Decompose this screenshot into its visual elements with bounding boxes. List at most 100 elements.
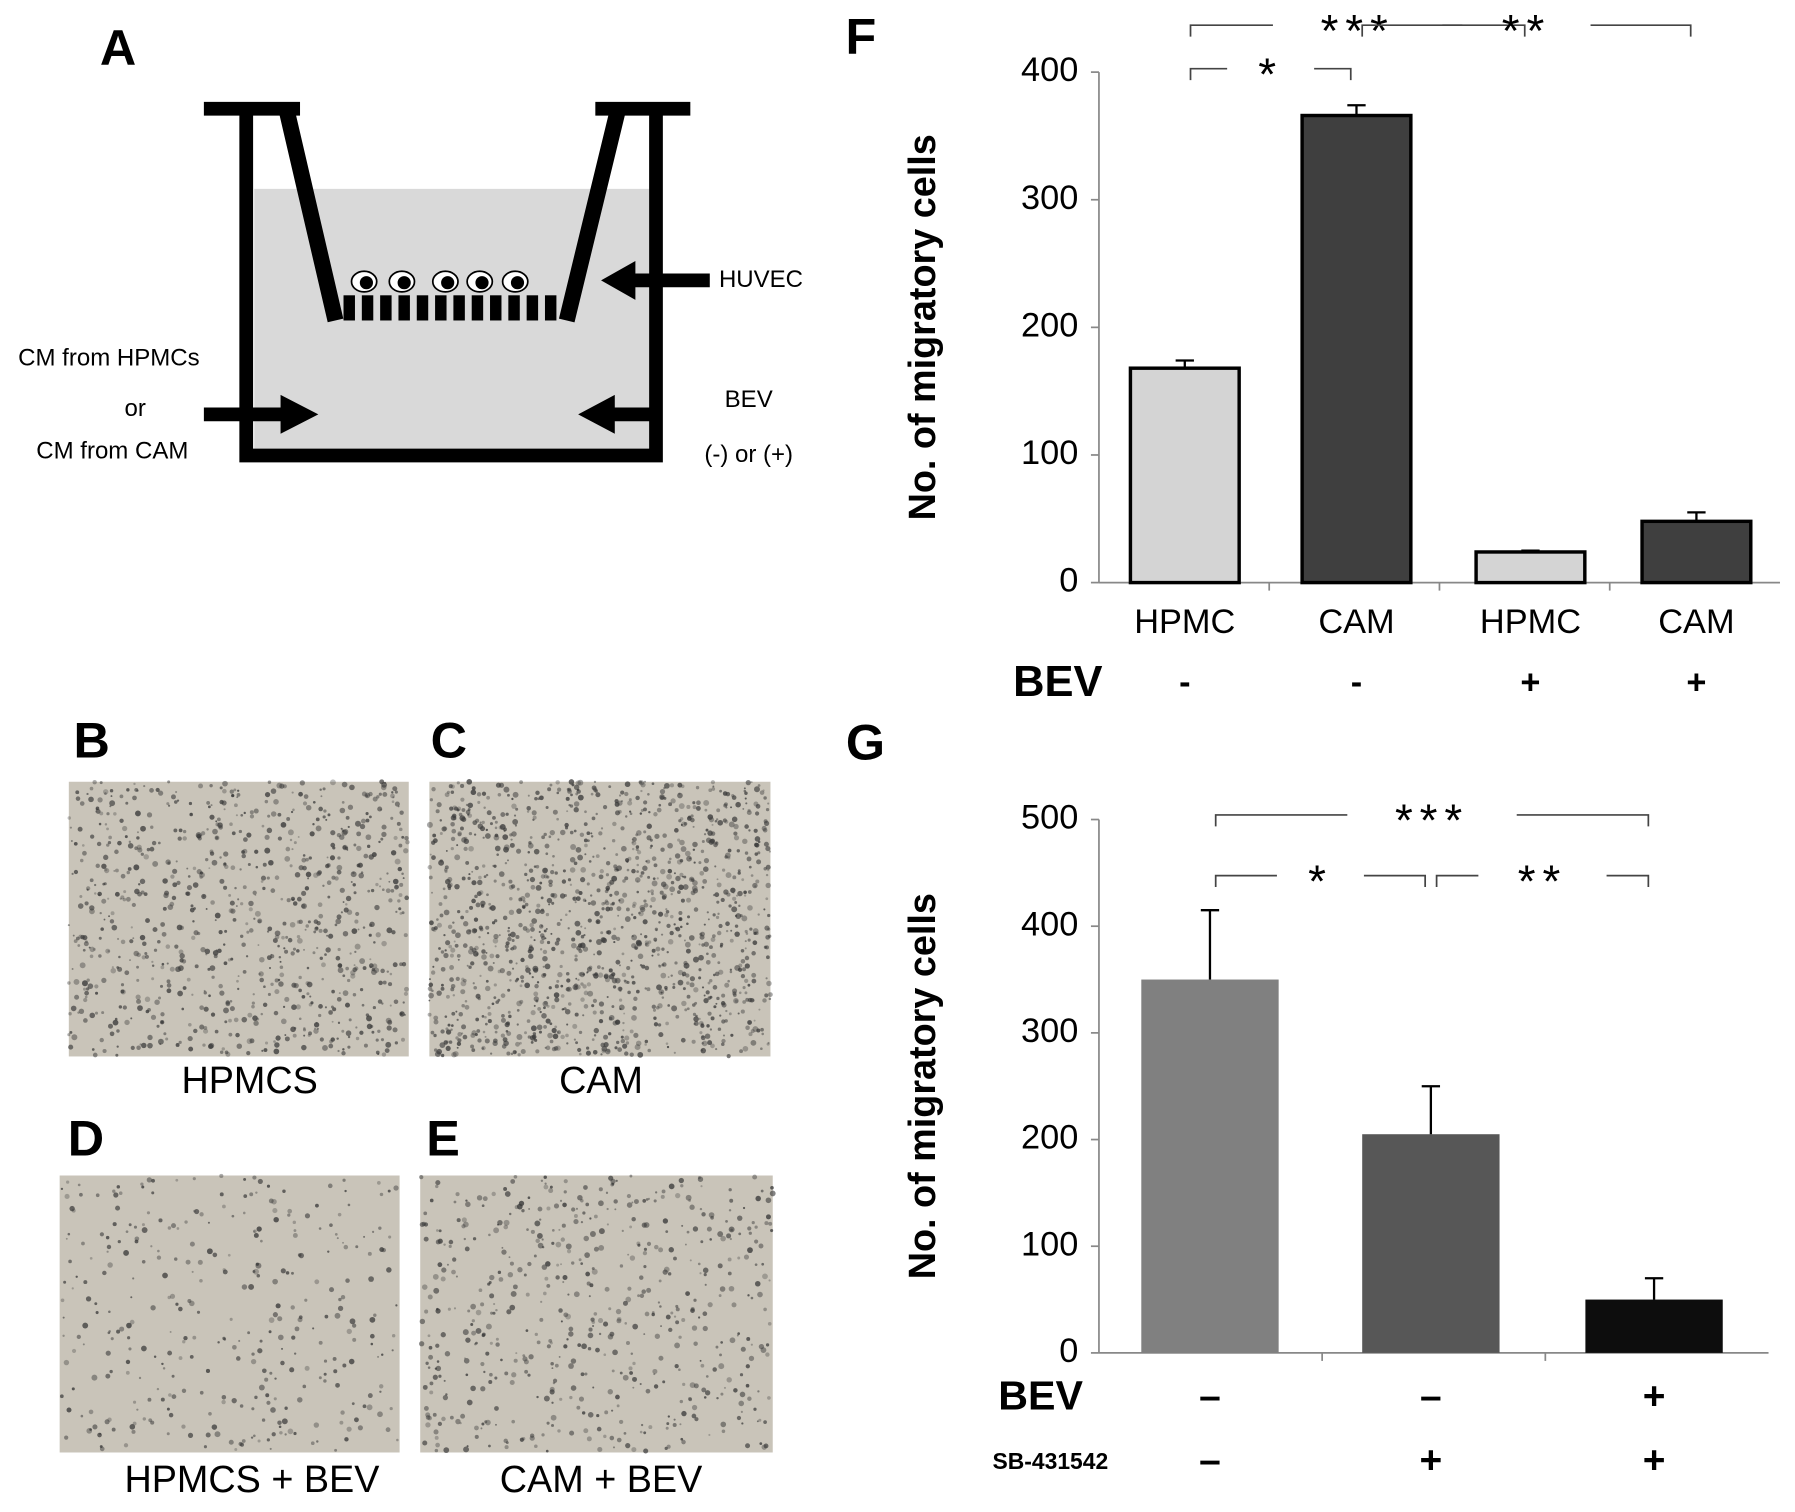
cell-speck <box>598 1228 605 1235</box>
cell-speck <box>644 942 650 947</box>
cell-speck <box>326 863 330 867</box>
cell-speck <box>741 878 745 882</box>
cell-speck <box>373 1313 377 1317</box>
cell-speck <box>639 906 646 913</box>
cell-speck <box>508 879 513 884</box>
cell-speck <box>472 820 478 826</box>
cell-speck <box>337 947 341 952</box>
cell-speck <box>640 933 643 936</box>
cell-speck <box>290 896 296 902</box>
cell-speck <box>698 861 702 865</box>
cell-speck <box>725 921 730 927</box>
cell-speck <box>436 918 439 921</box>
cell-speck <box>754 1280 761 1287</box>
cell-speck <box>537 1007 542 1011</box>
cell-speck <box>573 1218 579 1225</box>
cell-speck <box>653 1384 659 1389</box>
cell-speck <box>271 1199 277 1205</box>
cell-speck <box>710 831 716 836</box>
cell-speck <box>505 1029 509 1033</box>
cell-speck <box>751 978 757 984</box>
cell-speck <box>545 852 549 856</box>
cell-speck <box>648 810 651 814</box>
cell-speck <box>659 1305 662 1308</box>
cell-speck <box>471 898 476 904</box>
cell-speck <box>320 795 323 798</box>
cell-speck <box>439 913 444 918</box>
cell-speck <box>670 974 673 977</box>
cell-speck <box>549 1039 554 1044</box>
cell-speck <box>591 1038 595 1041</box>
cell-speck <box>729 938 734 943</box>
cell-speck <box>519 780 523 785</box>
cell-speck <box>737 1332 741 1335</box>
cell-speck <box>721 1042 725 1047</box>
cell-speck <box>345 895 352 902</box>
cell-speck <box>660 933 664 936</box>
cell-speck <box>685 1194 692 1201</box>
cell-speck <box>708 1433 711 1437</box>
cell-speck <box>631 935 634 938</box>
cell-speck <box>747 983 751 987</box>
cell-speck <box>170 1223 177 1229</box>
cell-speck <box>631 1015 637 1021</box>
micrograph <box>68 781 409 1057</box>
cell-speck <box>274 1042 280 1048</box>
cell-speck <box>460 783 465 789</box>
cell-speck <box>680 823 683 826</box>
cell-speck <box>662 1218 669 1224</box>
cell-speck <box>556 979 560 983</box>
cell-speck <box>403 1013 406 1016</box>
cell-speck <box>270 811 277 817</box>
cell-speck <box>530 1025 537 1032</box>
label: or <box>125 395 146 422</box>
cell-speck <box>281 1347 284 1350</box>
cell-speck <box>681 1224 684 1227</box>
cell-speck <box>656 984 662 991</box>
cell-speck <box>399 810 404 815</box>
cell-speck <box>115 1205 121 1211</box>
cell-speck <box>274 875 280 880</box>
cell-speck <box>525 928 531 933</box>
cell-speck <box>718 923 723 929</box>
cell-speck <box>611 1369 615 1373</box>
cell-speck <box>468 965 472 969</box>
cell-speck <box>569 804 574 808</box>
cell-speck <box>454 883 460 890</box>
cell-speck <box>435 1308 441 1314</box>
cell-speck <box>281 1418 288 1425</box>
cell-speck <box>643 800 648 805</box>
cell-speck <box>737 869 741 873</box>
cell-speck <box>728 1226 735 1233</box>
cell-speck <box>729 1198 734 1203</box>
cell-speck <box>645 860 648 863</box>
cell-speck <box>218 930 223 935</box>
cell-speck <box>391 800 395 803</box>
cell-speck <box>571 1207 576 1212</box>
cell-speck <box>715 1002 718 1005</box>
cell-speck <box>95 1193 100 1198</box>
cell-speck <box>690 890 696 896</box>
cell-speck <box>580 1372 585 1377</box>
cell-speck <box>642 865 648 871</box>
cell-speck <box>457 831 463 836</box>
cell-speck <box>759 790 765 795</box>
cell-speck <box>679 1423 682 1426</box>
cell-speck <box>698 976 702 980</box>
cell-speck <box>524 1369 529 1374</box>
cell-speck <box>235 1356 241 1361</box>
cell-speck <box>665 1042 669 1045</box>
cell-speck <box>659 789 666 795</box>
cell-speck <box>443 952 449 959</box>
cell-speck <box>330 779 336 786</box>
cell-speck <box>125 896 131 902</box>
cell-speck <box>756 1420 759 1423</box>
cell-speck <box>640 1423 644 1427</box>
cell-speck <box>235 905 238 908</box>
cell-speck <box>531 1034 537 1040</box>
cell-speck <box>263 1048 268 1052</box>
cell-speck <box>702 1311 708 1317</box>
cell-speck <box>282 1005 286 1008</box>
cell-speck <box>636 890 640 894</box>
cell-speck <box>664 913 669 918</box>
